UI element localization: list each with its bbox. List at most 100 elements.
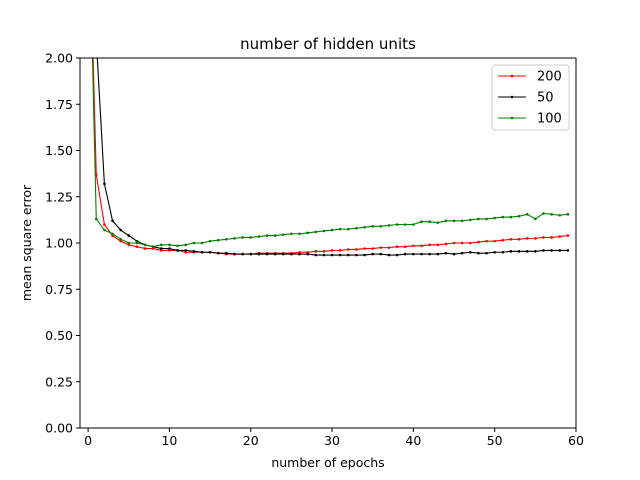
data-point (534, 217, 537, 221)
data-point (428, 252, 431, 256)
x-tick-label: 10 (161, 433, 177, 448)
y-tick-label: 0.00 (45, 421, 73, 436)
data-point (509, 215, 513, 219)
data-point (444, 242, 448, 246)
series-line-50 (96, 58, 568, 256)
data-point (501, 250, 505, 254)
x-tick-label: 20 (243, 433, 259, 448)
data-point (452, 241, 456, 245)
data-point (314, 253, 318, 257)
data-point (298, 252, 301, 256)
data-point (452, 219, 456, 223)
data-point (257, 235, 261, 238)
data-point (428, 220, 431, 224)
data-point (225, 251, 228, 255)
data-point (485, 217, 488, 221)
data-point (306, 231, 309, 235)
data-point (168, 249, 171, 252)
data-point (469, 241, 472, 245)
data-point (420, 220, 423, 224)
data-point (420, 252, 423, 256)
data-point (525, 213, 529, 216)
data-point (371, 247, 375, 250)
data-point (509, 250, 513, 253)
series-50 (96, 58, 570, 257)
data-point (452, 252, 456, 256)
y-tick-label: 1.00 (45, 236, 73, 251)
data-point (477, 240, 480, 244)
x-tick-label: 0 (84, 433, 92, 448)
data-point (119, 239, 122, 243)
data-point (485, 251, 488, 255)
data-point (168, 243, 171, 247)
data-point (550, 213, 553, 216)
data-point (184, 250, 187, 254)
data-point (558, 249, 562, 252)
data-point (200, 241, 204, 245)
data-point (225, 238, 228, 241)
data-point (176, 244, 179, 248)
data-point (119, 238, 122, 241)
data-point (265, 252, 269, 256)
data-point (501, 215, 505, 219)
data-point (306, 252, 309, 256)
data-point (338, 227, 342, 231)
data-point (501, 238, 505, 242)
x-tick-label: 40 (405, 433, 421, 448)
data-point (241, 252, 244, 256)
data-point (281, 252, 285, 256)
legend-entry-100: 100 (498, 112, 562, 127)
data-point (322, 229, 326, 233)
data-point (469, 218, 472, 222)
data-point (249, 252, 253, 256)
data-point (566, 213, 570, 216)
data-point (387, 253, 391, 257)
data-point (542, 212, 545, 215)
data-point (103, 228, 106, 232)
data-point (241, 236, 244, 239)
data-point (143, 247, 147, 250)
legend-label: 100 (537, 112, 562, 127)
y-tick-label: 1.25 (45, 189, 73, 204)
data-point (143, 243, 147, 247)
y-tick-label: 0.25 (45, 374, 73, 389)
data-point (493, 239, 496, 243)
data-point (151, 245, 155, 248)
data-point (330, 249, 334, 252)
data-point (314, 250, 318, 253)
data-point (379, 252, 383, 256)
legend-swatch-marker (510, 74, 514, 78)
y-tick-label: 0.75 (45, 282, 73, 297)
data-point (485, 239, 488, 243)
data-point (338, 253, 342, 257)
data-point (127, 243, 131, 247)
data-point (208, 250, 212, 254)
data-point (493, 250, 496, 254)
x-tick-label: 50 (487, 433, 503, 448)
data-point (160, 249, 163, 252)
data-point (249, 236, 253, 239)
legend-swatch-marker (510, 95, 514, 99)
data-point (444, 219, 448, 223)
data-point (566, 234, 570, 237)
data-point (135, 245, 139, 248)
data-point (111, 232, 114, 236)
data-point (403, 252, 407, 256)
data-point (135, 241, 139, 245)
data-point (542, 249, 545, 252)
data-point (208, 239, 212, 243)
legend-label: 200 (537, 70, 562, 85)
data-point (355, 248, 358, 251)
data-point (420, 244, 423, 248)
data-point (233, 237, 236, 240)
y-tick-label: 1.75 (45, 97, 73, 112)
data-point (550, 236, 553, 239)
data-point (94, 217, 98, 221)
data-point (403, 223, 407, 226)
data-point (290, 232, 293, 236)
data-point (403, 245, 407, 248)
series-100 (91, 58, 570, 248)
data-point (216, 251, 220, 255)
data-point (436, 243, 440, 247)
data-point (290, 252, 293, 256)
